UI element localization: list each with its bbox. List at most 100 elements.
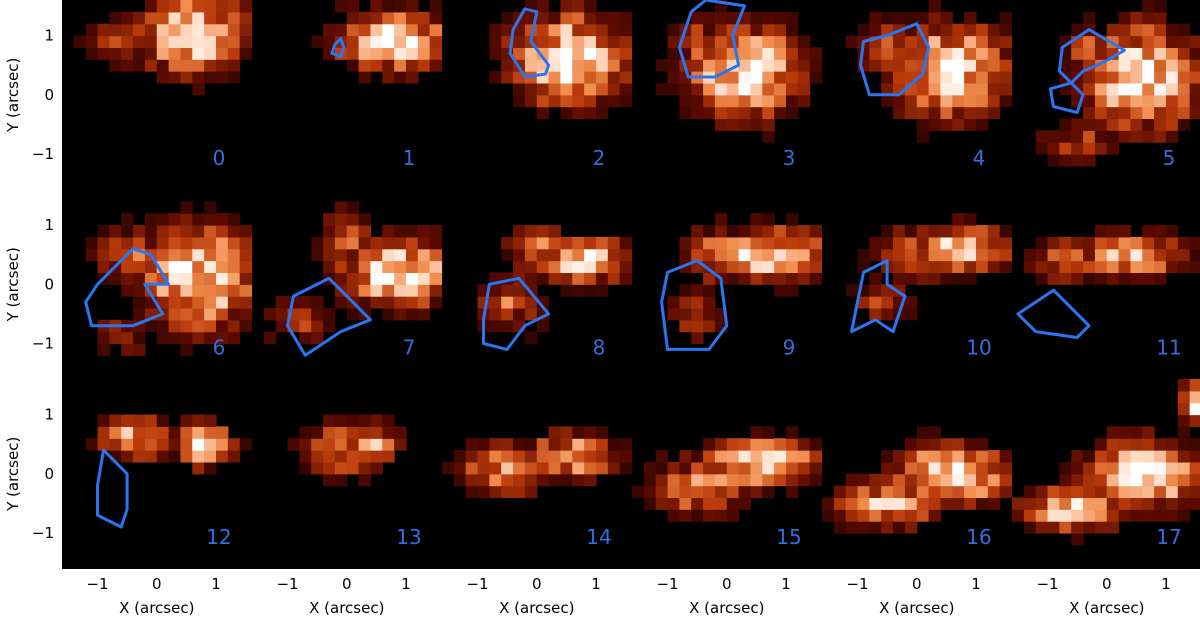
x-tick-label: −1 <box>86 575 108 593</box>
heatmap-cell <box>667 47 680 60</box>
panel-17 <box>1012 379 1200 546</box>
heatmap-cell <box>987 473 1001 487</box>
heatmap-cell <box>928 47 942 60</box>
heatmap-cell <box>239 272 253 285</box>
heatmap-cell <box>405 59 419 72</box>
heatmap-cell <box>239 23 253 37</box>
x-tick-label: 1 <box>971 575 981 593</box>
heatmap-cell <box>750 248 763 262</box>
heatmap-cell <box>382 47 395 60</box>
heatmap-cell <box>952 47 965 60</box>
heatmap-cell <box>726 106 740 120</box>
heatmap-cell <box>893 59 906 72</box>
heatmap-cell <box>560 0 573 13</box>
heatmap-cell <box>1177 473 1191 487</box>
heatmap-cell <box>405 225 419 238</box>
heatmap-cell <box>785 35 799 48</box>
heatmap-cell <box>1154 260 1167 273</box>
heatmap-cell <box>192 438 205 451</box>
heatmap-cell <box>726 236 740 250</box>
panel-9 <box>667 213 823 345</box>
heatmap-cell <box>548 236 562 250</box>
heatmap-cell <box>1130 11 1143 25</box>
heatmap-cell <box>1177 379 1191 392</box>
heatmap-cell <box>1106 118 1120 131</box>
heatmap-cell <box>679 307 692 321</box>
heatmap-cell <box>192 59 205 72</box>
frame-number: 7 <box>403 336 416 360</box>
heatmap-cell <box>109 331 122 345</box>
heatmap-cell <box>714 94 728 108</box>
heatmap-cell <box>192 307 205 321</box>
heatmap-cell <box>797 82 811 96</box>
heatmap-cell <box>323 307 336 321</box>
heatmap-cell <box>750 213 763 226</box>
heatmap-cell <box>156 236 170 250</box>
heatmap-cell <box>774 461 787 475</box>
panel-4 <box>845 0 1013 143</box>
heatmap-cell <box>323 236 336 250</box>
heatmap-cell <box>940 23 953 37</box>
heatmap-cell <box>655 497 669 510</box>
heatmap-cell <box>785 23 799 37</box>
heatmap-cell <box>679 296 692 309</box>
heatmap-cell <box>893 521 906 534</box>
heatmap-cell <box>928 260 942 273</box>
heatmap-cell <box>501 307 514 321</box>
heatmap-cell <box>180 307 193 321</box>
heatmap-cell <box>1118 248 1132 262</box>
heatmap-cell <box>1071 248 1084 262</box>
heatmap-cell <box>679 497 692 510</box>
heatmap-cell <box>1142 59 1155 72</box>
heatmap-cell <box>667 23 680 37</box>
heatmap-cell <box>109 272 122 285</box>
heatmap-cell <box>1154 438 1167 451</box>
panel-2 <box>489 0 633 120</box>
heatmap-cell <box>1189 390 1200 404</box>
heatmap-cell <box>940 118 953 131</box>
heatmap-cell <box>346 461 360 475</box>
heatmap-cell <box>893 248 906 262</box>
heatmap-cell <box>346 307 360 321</box>
heatmap-cell <box>904 236 918 250</box>
heatmap-cell <box>370 450 383 463</box>
heatmap-cell <box>691 331 704 345</box>
heatmap-cell <box>370 59 383 72</box>
heatmap-cell <box>1059 521 1072 534</box>
heatmap-cell <box>1118 130 1132 143</box>
heatmap-cell <box>893 47 906 60</box>
heatmap-cell <box>346 414 360 427</box>
heatmap-cell <box>1130 130 1143 143</box>
heatmap-cell <box>1177 23 1191 37</box>
heatmap-cell <box>429 59 443 72</box>
heatmap-cell <box>1106 142 1120 155</box>
heatmap-cell <box>572 461 585 475</box>
heatmap-cell <box>774 47 787 60</box>
heatmap-cell <box>809 438 823 451</box>
heatmap-cell <box>928 59 942 72</box>
x-axis-label: X (arcsec) <box>499 599 574 617</box>
heatmap-cell <box>204 201 217 214</box>
heatmap-cell <box>774 11 787 25</box>
heatmap-cell <box>940 225 953 238</box>
heatmap-cell <box>1118 106 1132 120</box>
heatmap-cell <box>1130 236 1143 250</box>
heatmap-cell <box>204 331 217 345</box>
heatmap-cell <box>394 426 407 439</box>
heatmap-cell <box>940 272 953 285</box>
heatmap-cell <box>714 236 728 250</box>
heatmap-cell <box>144 59 158 72</box>
heatmap-cell <box>263 307 277 321</box>
heatmap-cell <box>1071 59 1084 72</box>
heatmap-cell <box>382 35 395 48</box>
heatmap-cell <box>595 450 609 463</box>
y-tick-label: 1 <box>44 216 54 234</box>
heatmap-cell <box>1094 130 1108 143</box>
heatmap-cell <box>370 35 383 48</box>
heatmap-cell <box>1094 248 1108 262</box>
heatmap-cell <box>1177 485 1191 499</box>
heatmap-cell <box>1106 260 1120 273</box>
heatmap-cell <box>97 331 110 345</box>
heatmap-cell <box>893 71 906 84</box>
heatmap-cell <box>572 473 585 487</box>
